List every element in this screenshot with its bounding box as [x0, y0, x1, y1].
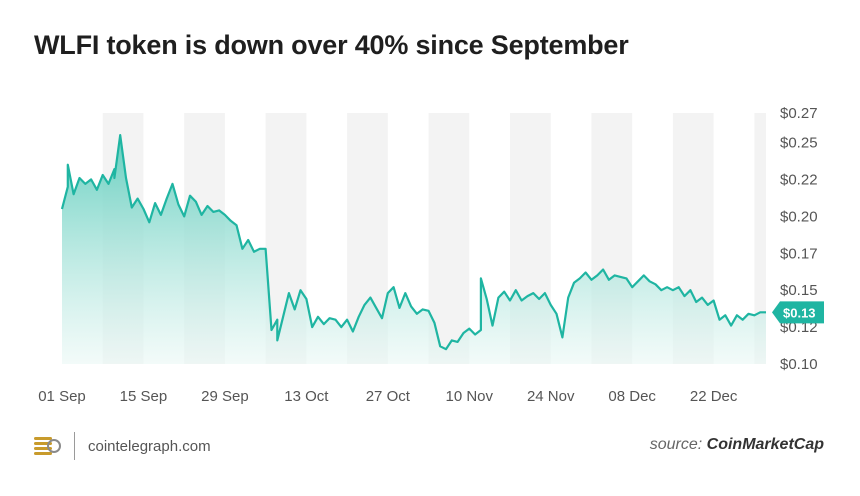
y-tick-label: $0.10 [780, 356, 818, 373]
y-tick-label: $0.20 [780, 208, 818, 225]
y-tick-label: $0.17 [780, 245, 818, 262]
cointelegraph-logo-icon [32, 433, 62, 464]
footer-separator [74, 432, 75, 460]
x-tick-label: 01 Sep [38, 388, 86, 405]
y-tick-label: $0.25 [780, 135, 818, 152]
site-name: cointelegraph.com [88, 438, 211, 455]
date-band [754, 113, 766, 364]
y-tick-label: $0.27 [780, 105, 818, 122]
x-tick-label: 15 Sep [120, 388, 168, 405]
price-chart: $0.27 $0.25 $0.22 $0.20 $0.17 $0.15 $0.12 $0.10… [38, 105, 824, 405]
x-tick-label: 24 Nov [527, 388, 575, 405]
x-tick-label: 08 Dec [608, 388, 656, 405]
y-tick-label: $0.12 [780, 319, 818, 336]
y-tick-label: $0.15 [780, 282, 818, 299]
y-axis: $0.27 $0.25 $0.22 $0.20 $0.17 $0.15 $0.12 $0.10 [780, 105, 818, 373]
x-tick-label: 27 Oct [366, 388, 411, 405]
price-line [60, 134, 766, 351]
x-tick-label: 22 Dec [690, 388, 738, 405]
y-tick-label: $0.22 [780, 171, 818, 188]
current-price-badge-shape [772, 301, 824, 324]
x-tick-label: 10 Nov [446, 388, 494, 405]
price-area [62, 135, 766, 364]
source-prefix: source: [649, 436, 707, 453]
x-tick-label: 29 Sep [201, 388, 249, 405]
source-name: CoinMarketCap [706, 436, 824, 453]
current-price-badge: $0.13 [772, 301, 824, 324]
current-price-label: $0.13 [783, 305, 816, 320]
source-credit: source: CoinMarketCap [650, 436, 824, 454]
x-tick-label: 13 Oct [284, 388, 329, 405]
chart-title: WLFI token is down over 40% since Septem… [34, 30, 629, 60]
x-axis: 01 Sep 15 Sep 29 Sep 13 Oct 27 Oct 10 Nov 24 N… [38, 388, 738, 405]
